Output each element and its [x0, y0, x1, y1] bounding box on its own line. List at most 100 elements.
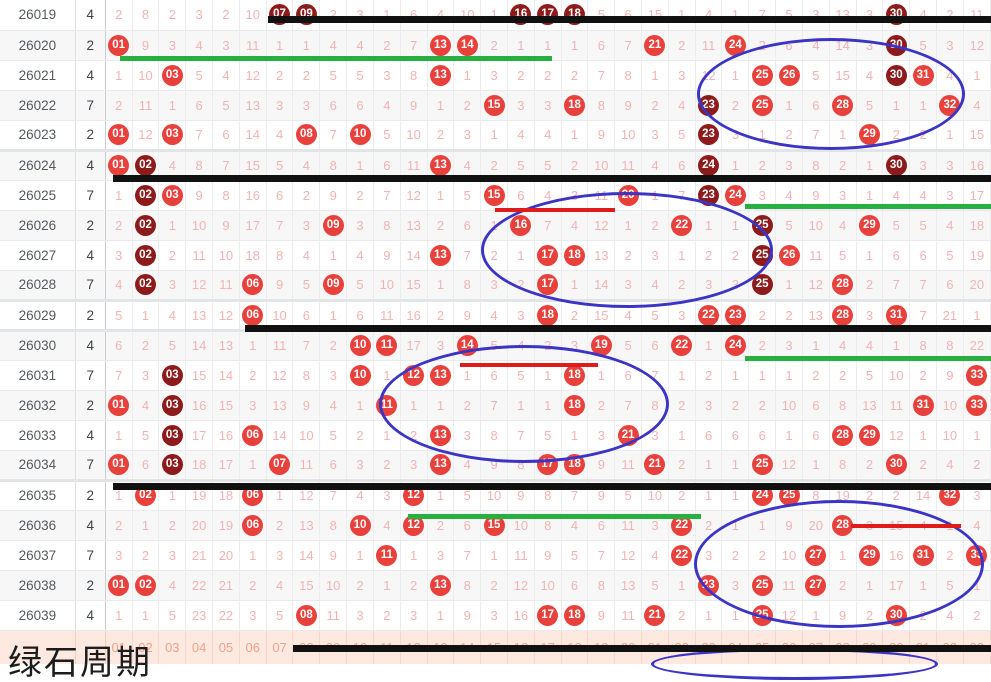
table-row[interactable]: 26030 4 6 2 5 14 13 1 11 7 2 10 11 17 3 14 5 4 2 3 19 5 6 22 1 24… — [0, 330, 991, 361]
cell-hit-30[interactable]: 30 — [882, 600, 911, 631]
table-row[interactable]: 26039 4 1 1 5 23 22 3 5 08 11 3 2 3 1 9 3 16 17 18 9 11 21 2 1 1 2… — [0, 600, 991, 631]
cell-miss-31[interactable]: 4 — [909, 0, 937, 31]
cell-miss-22[interactable]: 2 — [668, 390, 696, 421]
cell-miss-07[interactable]: 1 — [266, 30, 294, 61]
cell-miss-28[interactable]: 2 — [829, 570, 857, 601]
cell-miss-05[interactable]: 13 — [212, 330, 240, 361]
cell-hit-28[interactable]: 28 — [829, 510, 857, 541]
cell-miss-13[interactable]: 2 — [427, 120, 455, 152]
cell-miss-02[interactable]: 10 — [132, 60, 160, 91]
cell-miss-25[interactable]: 1 — [748, 360, 777, 391]
cell-miss-22[interactable]: 1 — [668, 570, 696, 601]
cell-miss-12[interactable]: 8 — [400, 60, 428, 91]
cell-miss-16[interactable]: 4 — [507, 330, 535, 361]
cell-miss-30[interactable]: 4 — [882, 180, 911, 211]
cell-miss-18[interactable]: 1 — [561, 270, 589, 302]
cell-miss-08[interactable]: 14 — [292, 540, 321, 571]
cell-miss-14[interactable]: 10 — [453, 0, 482, 31]
cell-miss-23[interactable]: 1 — [695, 480, 723, 511]
cell-miss-22[interactable]: 4 — [668, 90, 696, 121]
cell-miss-17[interactable]: 5 — [534, 420, 562, 451]
cell-miss-01[interactable]: 1 — [105, 60, 133, 91]
cell-miss-24[interactable]: 1 — [721, 480, 750, 511]
column-header-26[interactable]: 26 — [775, 629, 803, 664]
cell-miss-05[interactable]: 2 — [212, 0, 240, 31]
cell-miss-12[interactable]: 17 — [400, 330, 428, 361]
cell-miss-30[interactable]: 1 — [882, 90, 911, 121]
cell-miss-10[interactable]: 3 — [346, 600, 374, 631]
cell-hit-09[interactable]: 09 — [319, 270, 348, 302]
cell-miss-10[interactable]: 1 — [346, 540, 374, 571]
cell-miss-14[interactable]: 4 — [453, 150, 482, 181]
cell-miss-09[interactable]: 8 — [319, 510, 348, 541]
cell-miss-20[interactable]: 9 — [614, 90, 643, 121]
cell-hit-21[interactable]: 21 — [641, 600, 669, 631]
cell-miss-04[interactable]: 21 — [185, 540, 214, 571]
cell-miss-05[interactable]: 22 — [212, 600, 240, 631]
cell-miss-26[interactable]: 4 — [775, 180, 803, 211]
cell-hit-dark-30[interactable]: 30 — [882, 0, 911, 31]
table-row[interactable]: 26028 7 4 02 3 12 11 06 9 5 09 5 10 15 1 8 3 2 17 1 14 3 4 2 3 3 2… — [0, 270, 991, 302]
cell-miss-07[interactable]: 1 — [266, 480, 294, 511]
cell-miss-25[interactable]: 2 — [748, 330, 777, 361]
cell-miss-04[interactable]: 9 — [185, 180, 214, 211]
cell-hit-29[interactable]: 29 — [856, 420, 884, 451]
cell-miss-04[interactable]: 11 — [185, 240, 214, 271]
cell-hit-01[interactable]: 01 — [105, 30, 133, 61]
cell-miss-20[interactable]: 8 — [614, 60, 643, 91]
cell-hit-13[interactable]: 13 — [427, 240, 455, 271]
cell-hit-03[interactable]: 03 — [158, 180, 187, 211]
cell-miss-10[interactable]: 1 — [346, 150, 374, 181]
cell-miss-07[interactable]: 9 — [266, 270, 294, 302]
cell-miss-31[interactable]: 3 — [909, 150, 937, 181]
cell-miss-17[interactable]: 1 — [534, 360, 562, 391]
cell-miss-33[interactable]: 11 — [963, 0, 991, 31]
cell-miss-23[interactable]: 3 — [695, 270, 723, 302]
cell-miss-24[interactable]: 1 — [721, 210, 750, 241]
cell-miss-30[interactable]: 15 — [882, 510, 911, 541]
cell-miss-11[interactable]: 3 — [373, 60, 401, 91]
cell-miss-10[interactable]: 6 — [346, 90, 374, 121]
cell-miss-04[interactable]: 10 — [185, 210, 214, 241]
cell-miss-28[interactable]: 5 — [829, 240, 857, 271]
cell-miss-11[interactable]: 11 — [373, 300, 401, 332]
cell-miss-17[interactable]: 9 — [534, 540, 562, 571]
cell-miss-32[interactable]: 4 — [936, 210, 964, 241]
cell-miss-21[interactable]: 3 — [641, 420, 669, 451]
cell-miss-21[interactable]: 3 — [641, 510, 669, 541]
cell-miss-18[interactable]: 2 — [561, 60, 589, 91]
cell-miss-29[interactable]: 5 — [856, 360, 884, 391]
cell-miss-02[interactable]: 4 — [132, 390, 160, 421]
cell-hit-26[interactable]: 25 — [775, 480, 803, 511]
cell-miss-02[interactable]: 3 — [132, 360, 160, 391]
cell-miss-22[interactable]: 5 — [668, 120, 696, 152]
cell-miss-09[interactable]: 4 — [319, 30, 348, 61]
cell-miss-03[interactable]: 2 — [158, 240, 187, 271]
cell-miss-22[interactable]: 2 — [668, 270, 696, 302]
cell-miss-23[interactable]: 12 — [695, 60, 723, 91]
cell-miss-19[interactable]: 9 — [587, 450, 616, 482]
cell-miss-33[interactable]: 15 — [963, 120, 991, 152]
cell-miss-04[interactable]: 5 — [185, 60, 214, 91]
cell-miss-20[interactable]: 6 — [614, 360, 643, 391]
cell-hit-13[interactable]: 13 — [427, 570, 455, 601]
cell-miss-23[interactable]: 2 — [695, 510, 723, 541]
cell-miss-10[interactable]: 1 — [346, 390, 374, 421]
cell-miss-28[interactable]: 2 — [829, 360, 857, 391]
cell-hit-32[interactable]: 32 — [936, 480, 964, 511]
cell-miss-19[interactable]: 8 — [587, 90, 616, 121]
cell-miss-13[interactable]: 2 — [427, 300, 455, 332]
cell-hit-02[interactable]: 02 — [132, 480, 160, 511]
cell-miss-04[interactable]: 13 — [185, 300, 214, 332]
cell-miss-16[interactable]: 1 — [507, 390, 535, 421]
cell-miss-11[interactable]: 7 — [373, 180, 401, 211]
cell-miss-02[interactable]: 1 — [132, 600, 160, 631]
cell-hit-dark-07[interactable]: 07 — [266, 0, 294, 31]
column-header-20[interactable]: 20 — [614, 629, 643, 664]
cell-miss-31[interactable]: 2 — [909, 600, 937, 631]
cell-miss-04[interactable]: 17 — [185, 420, 214, 451]
cell-miss-15[interactable]: 2 — [480, 570, 508, 601]
cell-miss-24[interactable]: 1 — [721, 600, 750, 631]
cell-miss-13[interactable]: 1 — [427, 600, 455, 631]
cell-miss-18[interactable]: 3 — [561, 330, 589, 361]
